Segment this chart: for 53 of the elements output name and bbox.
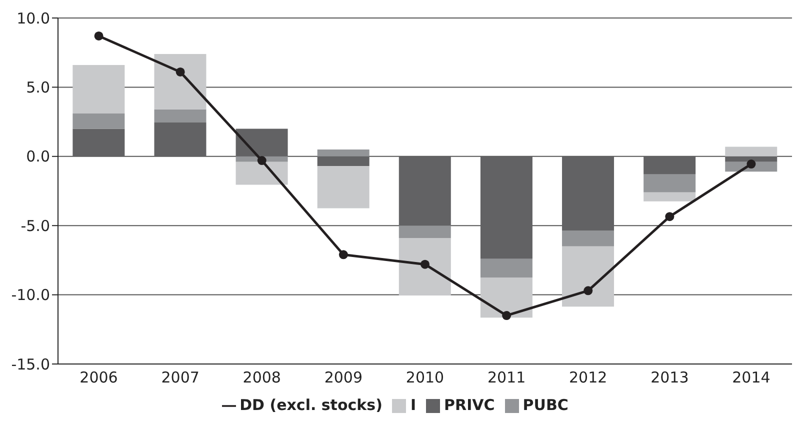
point bbox=[257, 156, 266, 166]
x-tick-label: 2012 bbox=[569, 368, 608, 387]
bar bbox=[154, 109, 206, 122]
y-tick-label: -10.0 bbox=[11, 286, 50, 304]
point bbox=[746, 160, 756, 169]
bar bbox=[644, 174, 696, 192]
y-tick-label: 5.0 bbox=[26, 78, 50, 97]
bar bbox=[317, 156, 370, 166]
x-tick-label: 2006 bbox=[80, 368, 118, 387]
point bbox=[338, 250, 348, 260]
bar bbox=[725, 146, 778, 156]
x-tick-label: 2008 bbox=[242, 368, 281, 387]
point bbox=[94, 31, 104, 40]
x-tick-label: 2007 bbox=[161, 368, 200, 387]
bar bbox=[398, 156, 451, 226]
x-tick-label: 2013 bbox=[650, 368, 689, 387]
point bbox=[584, 286, 593, 296]
bar bbox=[480, 156, 532, 259]
x-tick-label: 2010 bbox=[406, 368, 444, 387]
bar bbox=[480, 258, 532, 278]
legend-label: DD (excl. stocks) bbox=[240, 396, 382, 414]
point bbox=[176, 67, 185, 76]
legend-label: PUBC bbox=[522, 396, 568, 414]
point bbox=[502, 311, 512, 320]
legend-label: PRIVC bbox=[444, 396, 495, 414]
bar bbox=[72, 128, 125, 156]
bar bbox=[644, 156, 696, 174]
bar bbox=[317, 166, 370, 208]
bar bbox=[236, 128, 288, 156]
point bbox=[420, 260, 430, 269]
bar bbox=[72, 65, 125, 114]
bar bbox=[398, 238, 451, 296]
y-tick-label: -15.0 bbox=[11, 355, 50, 374]
y-tick-label: 0.0 bbox=[26, 148, 50, 166]
x-tick-label: 2014 bbox=[732, 368, 770, 387]
bar bbox=[480, 278, 532, 318]
bar bbox=[154, 54, 206, 110]
y-tick-label: -5.0 bbox=[20, 216, 50, 235]
bar bbox=[398, 226, 451, 238]
bar bbox=[644, 192, 696, 202]
bar bbox=[562, 230, 614, 246]
x-tick-label: 2009 bbox=[324, 368, 363, 387]
bar bbox=[72, 113, 125, 129]
bar bbox=[562, 246, 614, 307]
bar bbox=[154, 122, 206, 156]
y-tick-label: 10.0 bbox=[16, 9, 50, 28]
legend-label: I bbox=[410, 396, 416, 414]
bar bbox=[562, 156, 614, 230]
point bbox=[665, 212, 674, 222]
bar bbox=[725, 156, 778, 162]
bar bbox=[236, 162, 288, 185]
x-tick-label: 2011 bbox=[487, 368, 526, 387]
bar bbox=[317, 149, 370, 156]
